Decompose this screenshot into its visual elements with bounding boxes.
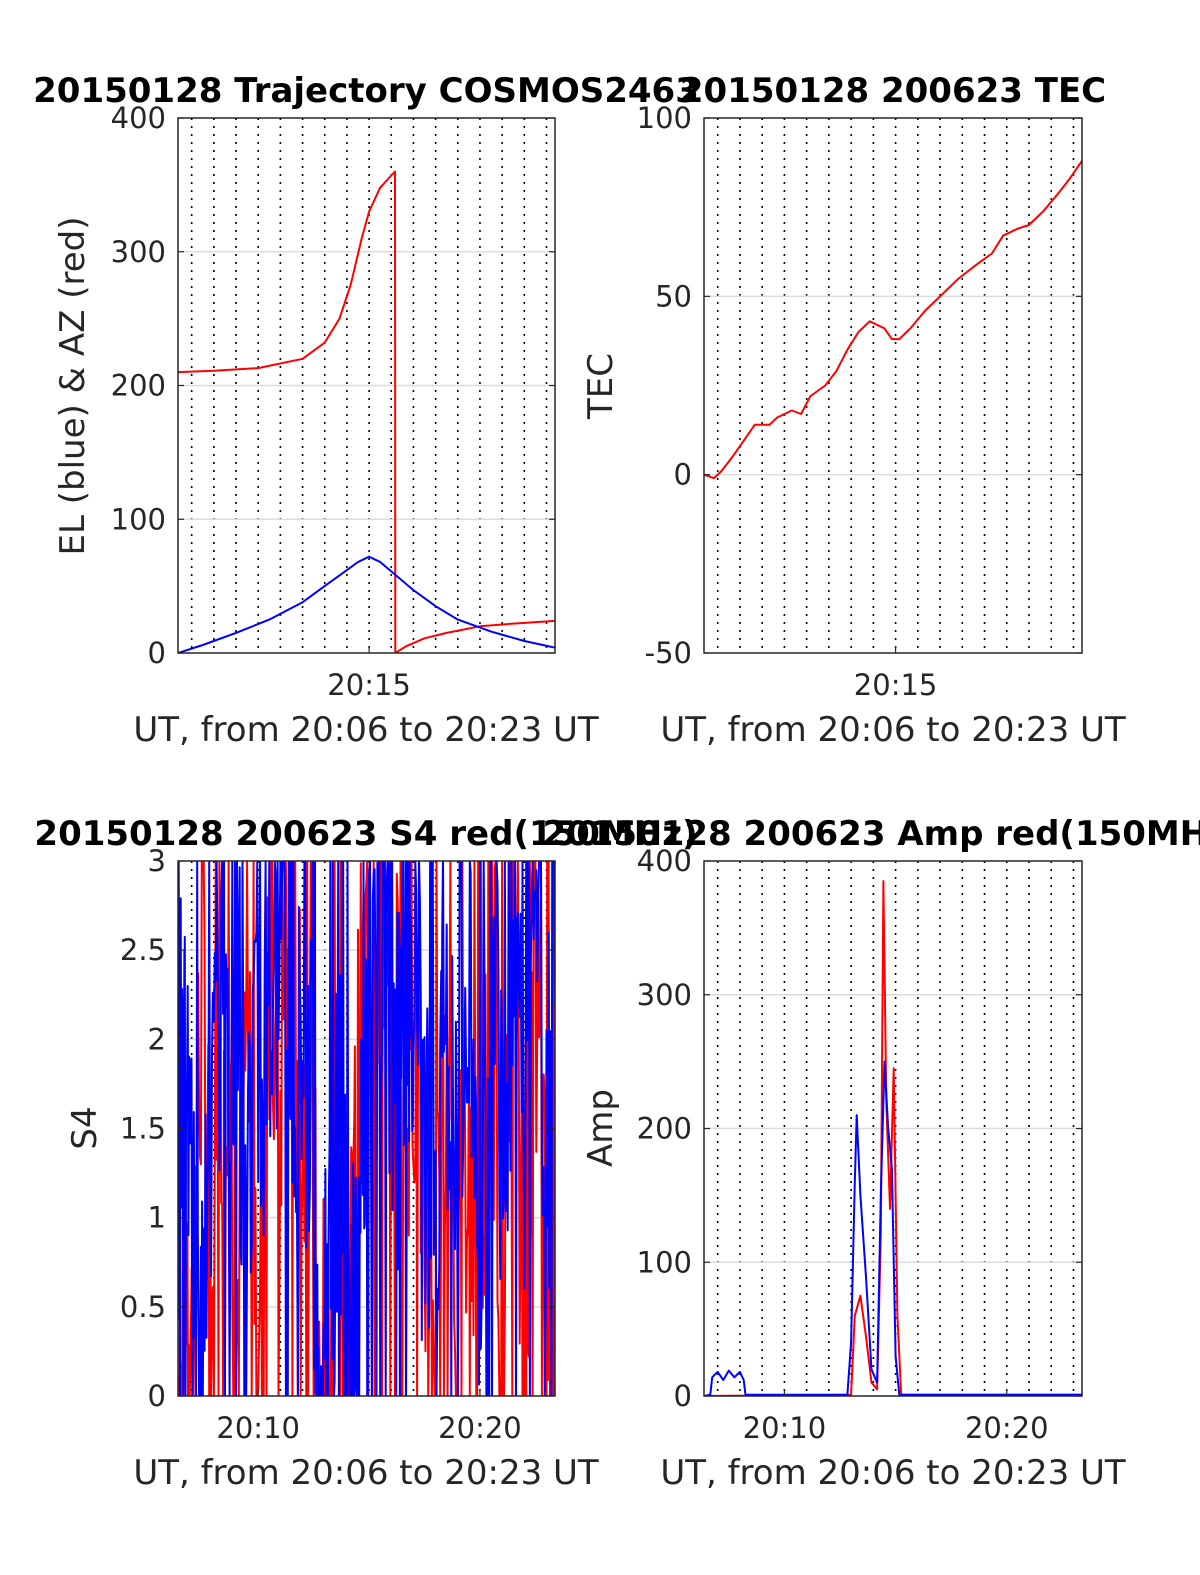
ytick-label: 50: [655, 279, 692, 313]
ytick-label: 200: [637, 1112, 692, 1146]
xlabel-tec: UT, from 20:06 to 20:23 UT: [660, 710, 1126, 750]
xticks-s4: 20:10 20:20: [216, 1389, 522, 1445]
xtick-label: 20:10: [743, 1411, 827, 1445]
yticks-trajectory: 0 100 200 300 400: [111, 101, 555, 670]
ytick-label: 0: [148, 636, 166, 670]
title-s4: 20150128 200623 S4 red(150MHz): [34, 814, 697, 854]
plot-area-tec: [704, 118, 1082, 653]
series-line-blue: [178, 555, 555, 653]
ytick-label: 2.5: [120, 933, 166, 967]
series-line-blue: [704, 1060, 1082, 1396]
series-line-red: [178, 861, 555, 1396]
vgrid-amp: [716, 861, 1075, 1396]
xlabel-trajectory: UT, from 20:06 to 20:23 UT: [133, 710, 599, 750]
ytick-label: 100: [111, 502, 166, 536]
ylabel-trajectory: EL (blue) & AZ (red): [53, 216, 93, 555]
ytick-label: 1.5: [120, 1112, 166, 1146]
vgrid-trajectory: [190, 118, 548, 653]
ytick-label: 300: [111, 235, 166, 269]
yticks-s4: 0 0.5 1 1.5 2 2.5 3: [120, 844, 555, 1413]
yticks-tec: -50 0 50 100: [637, 101, 1082, 670]
ytick-label: 100: [637, 101, 692, 135]
xtick-label: 20:15: [327, 668, 411, 702]
ytick-label: 0: [674, 458, 692, 492]
series-amp: [704, 880, 1082, 1396]
xtick-label: 20:20: [438, 1411, 522, 1445]
ytick-label: 0: [148, 1379, 166, 1413]
series-line-blue: [178, 861, 555, 1396]
series-s4: [178, 861, 555, 1396]
vgrid-tec: [716, 118, 1075, 653]
xticks-trajectory: 20:15: [327, 646, 411, 702]
axes-box-tec: [703, 117, 1083, 654]
series-tec: [704, 160, 1082, 480]
ytick-label: 2: [148, 1022, 166, 1056]
panel-amp: 0 100 200 300 400 20:10 20:20 20150128 200623…: [542, 814, 1200, 1493]
series-line-red: [704, 160, 1082, 480]
title-amp: 20150128 200623 Amp red(150MHz): [542, 814, 1200, 854]
ytick-label: 1: [148, 1201, 166, 1235]
ytick-label: 0.5: [120, 1290, 166, 1324]
title-tec: 20150128 200623 TEC: [680, 71, 1106, 111]
xticks-tec: 20:15: [854, 646, 938, 702]
ytick-label: 0: [674, 1379, 692, 1413]
ylabel-tec: TEC: [581, 353, 621, 420]
series-line-red: [178, 170, 555, 653]
ytick-label: 300: [637, 978, 692, 1012]
ylabel-s4: S4: [65, 1106, 105, 1149]
xtick-label: 20:15: [854, 668, 938, 702]
ytick-label: 200: [111, 369, 166, 403]
ytick-label: 3: [148, 844, 166, 878]
series-trajectory: [178, 170, 555, 653]
xlabel-amp: UT, from 20:06 to 20:23 UT: [660, 1453, 1126, 1493]
xlabel-s4: UT, from 20:06 to 20:23 UT: [133, 1453, 599, 1493]
xticks-amp: 20:10 20:20: [743, 1389, 1049, 1445]
ytick-label: 100: [637, 1245, 692, 1279]
xtick-label: 20:20: [965, 1411, 1049, 1445]
ytick-label: 400: [637, 844, 692, 878]
hgrid-trajectory: [178, 251, 555, 520]
xtick-label: 20:10: [216, 1411, 300, 1445]
hgrid-tec: [704, 295, 1082, 476]
ytick-label: 400: [111, 101, 166, 135]
panel-trajectory: 0 100 200 300 400 20:15 20150128 Trajectory …: [33, 71, 699, 750]
ytick-label: -50: [645, 636, 692, 670]
panel-s4: 0 0.5 1 1.5 2 2.5 3 20:10 20:20 20150128 200623…: [34, 814, 697, 1493]
title-trajectory: 20150128 Trajectory COSMOS2463: [33, 71, 699, 111]
ylabel-amp: Amp: [581, 1089, 621, 1167]
yticks-amp: 0 100 200 300 400: [637, 844, 1082, 1413]
